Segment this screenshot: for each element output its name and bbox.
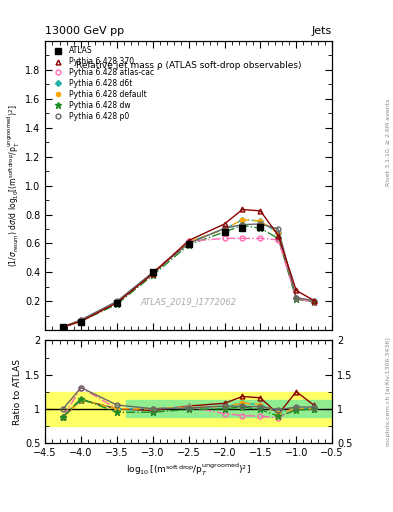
Pythia 6.428 370 xyxy=(79,318,83,324)
Pythia 6.428 default xyxy=(258,218,263,224)
X-axis label: $\log_{10}$[(m$^\mathrm{soft\,drop}$/p$_T^\mathrm{ungroomed}$)$^2$]: $\log_{10}$[(m$^\mathrm{soft\,drop}$/p$_… xyxy=(126,462,251,478)
ATLAS xyxy=(258,224,263,230)
Pythia 6.428 default xyxy=(79,318,83,324)
Pythia 6.428 default xyxy=(61,324,66,330)
Pythia 6.428 d6t xyxy=(240,217,245,223)
ATLAS xyxy=(61,324,66,330)
Pythia 6.428 p0 xyxy=(258,221,263,227)
ATLAS xyxy=(222,229,227,235)
Pythia 6.428 370 xyxy=(276,232,281,239)
Pythia 6.428 p0 xyxy=(114,298,119,304)
Pythia 6.428 atlas-cac xyxy=(258,236,263,242)
Pythia 6.428 atlas-cac xyxy=(114,300,119,306)
Legend: ATLAS, Pythia 6.428 370, Pythia 6.428 atlas-cac, Pythia 6.428 d6t, Pythia 6.428 : ATLAS, Pythia 6.428 370, Pythia 6.428 at… xyxy=(49,45,156,122)
Pythia 6.428 370 xyxy=(312,297,316,304)
Pythia 6.428 atlas-cac xyxy=(312,299,316,305)
Y-axis label: $(1/\sigma_\mathrm{resum})$ d$\sigma$/d log$_{10}$[(m$^\mathrm{soft\,drop}$/p$_T: $(1/\sigma_\mathrm{resum})$ d$\sigma$/d … xyxy=(6,104,22,267)
Pythia 6.428 370 xyxy=(186,238,191,244)
Pythia 6.428 p0 xyxy=(312,297,316,304)
Pythia 6.428 p0 xyxy=(186,241,191,247)
Pythia 6.428 dw xyxy=(79,318,83,324)
Pythia 6.428 atlas-cac xyxy=(186,238,191,244)
Pythia 6.428 atlas-cac xyxy=(276,237,281,243)
Pythia 6.428 dw xyxy=(276,236,281,242)
Line: Pythia 6.428 atlas-cac: Pythia 6.428 atlas-cac xyxy=(61,236,317,330)
Pythia 6.428 dw xyxy=(61,324,66,330)
Pythia 6.428 dw xyxy=(258,225,263,231)
Pythia 6.428 370 xyxy=(222,221,227,227)
Text: mcplots.cern.ch [arXiv:1306.3436]: mcplots.cern.ch [arXiv:1306.3436] xyxy=(386,337,391,446)
Pythia 6.428 370 xyxy=(151,271,155,277)
Line: Pythia 6.428 p0: Pythia 6.428 p0 xyxy=(61,222,317,329)
Pythia 6.428 dw xyxy=(312,299,316,305)
Pythia 6.428 370 xyxy=(240,206,245,212)
Pythia 6.428 atlas-cac xyxy=(240,236,245,242)
Pythia 6.428 default xyxy=(186,239,191,245)
Pythia 6.428 d6t xyxy=(114,300,119,306)
Pythia 6.428 d6t xyxy=(294,295,299,302)
Pythia 6.428 d6t xyxy=(258,218,263,224)
Pythia 6.428 d6t xyxy=(186,239,191,245)
Pythia 6.428 atlas-cac xyxy=(222,236,227,242)
Pythia 6.428 d6t xyxy=(61,324,66,330)
Text: Jets: Jets xyxy=(312,26,332,36)
Pythia 6.428 default xyxy=(240,217,245,223)
Pythia 6.428 p0 xyxy=(151,269,155,275)
Pythia 6.428 p0 xyxy=(79,317,83,323)
Pythia 6.428 p0 xyxy=(222,225,227,231)
Pythia 6.428 atlas-cac xyxy=(151,269,155,275)
Pythia 6.428 d6t xyxy=(151,269,155,275)
Text: 13000 GeV pp: 13000 GeV pp xyxy=(45,26,124,36)
Pythia 6.428 default xyxy=(294,295,299,302)
Pythia 6.428 370 xyxy=(258,208,263,214)
Text: Rivet 3.1.10, ≥ 2.6M events: Rivet 3.1.10, ≥ 2.6M events xyxy=(386,98,391,186)
Pythia 6.428 dw xyxy=(294,296,299,302)
Pythia 6.428 370 xyxy=(294,287,299,293)
Pythia 6.428 atlas-cac xyxy=(61,324,66,330)
Pythia 6.428 p0 xyxy=(240,222,245,228)
Pythia 6.428 atlas-cac xyxy=(294,295,299,302)
Pythia 6.428 d6t xyxy=(222,226,227,232)
Text: ATLAS_2019_I1772062: ATLAS_2019_I1772062 xyxy=(141,297,237,306)
Line: Pythia 6.428 d6t: Pythia 6.428 d6t xyxy=(61,218,316,329)
Pythia 6.428 dw xyxy=(114,301,119,307)
Pythia 6.428 370 xyxy=(61,324,66,330)
Pythia 6.428 d6t xyxy=(79,318,83,324)
Pythia 6.428 default xyxy=(276,230,281,237)
Text: Relative jet mass ρ (ATLAS soft-drop observables): Relative jet mass ρ (ATLAS soft-drop obs… xyxy=(76,61,301,70)
Pythia 6.428 dw xyxy=(222,229,227,235)
Pythia 6.428 dw xyxy=(186,242,191,248)
Line: Pythia 6.428 default: Pythia 6.428 default xyxy=(61,218,316,329)
Pythia 6.428 default xyxy=(114,300,119,306)
ATLAS xyxy=(79,319,83,325)
Pythia 6.428 default xyxy=(312,299,316,305)
Line: ATLAS: ATLAS xyxy=(61,224,263,329)
Pythia 6.428 p0 xyxy=(276,226,281,232)
Pythia 6.428 p0 xyxy=(61,324,66,330)
Pythia 6.428 d6t xyxy=(276,230,281,237)
Pythia 6.428 d6t xyxy=(312,299,316,305)
Line: Pythia 6.428 dw: Pythia 6.428 dw xyxy=(60,222,317,330)
Pythia 6.428 p0 xyxy=(294,294,299,301)
Pythia 6.428 370 xyxy=(114,300,119,306)
Pythia 6.428 default xyxy=(222,226,227,232)
Pythia 6.428 dw xyxy=(151,272,155,279)
ATLAS xyxy=(240,225,245,231)
Pythia 6.428 atlas-cac xyxy=(79,317,83,323)
Line: Pythia 6.428 370: Pythia 6.428 370 xyxy=(61,207,317,330)
Pythia 6.428 default xyxy=(151,269,155,275)
ATLAS xyxy=(151,269,155,275)
ATLAS xyxy=(186,241,191,247)
ATLAS xyxy=(114,300,119,306)
Y-axis label: Ratio to ATLAS: Ratio to ATLAS xyxy=(13,359,22,424)
Pythia 6.428 dw xyxy=(240,222,245,228)
